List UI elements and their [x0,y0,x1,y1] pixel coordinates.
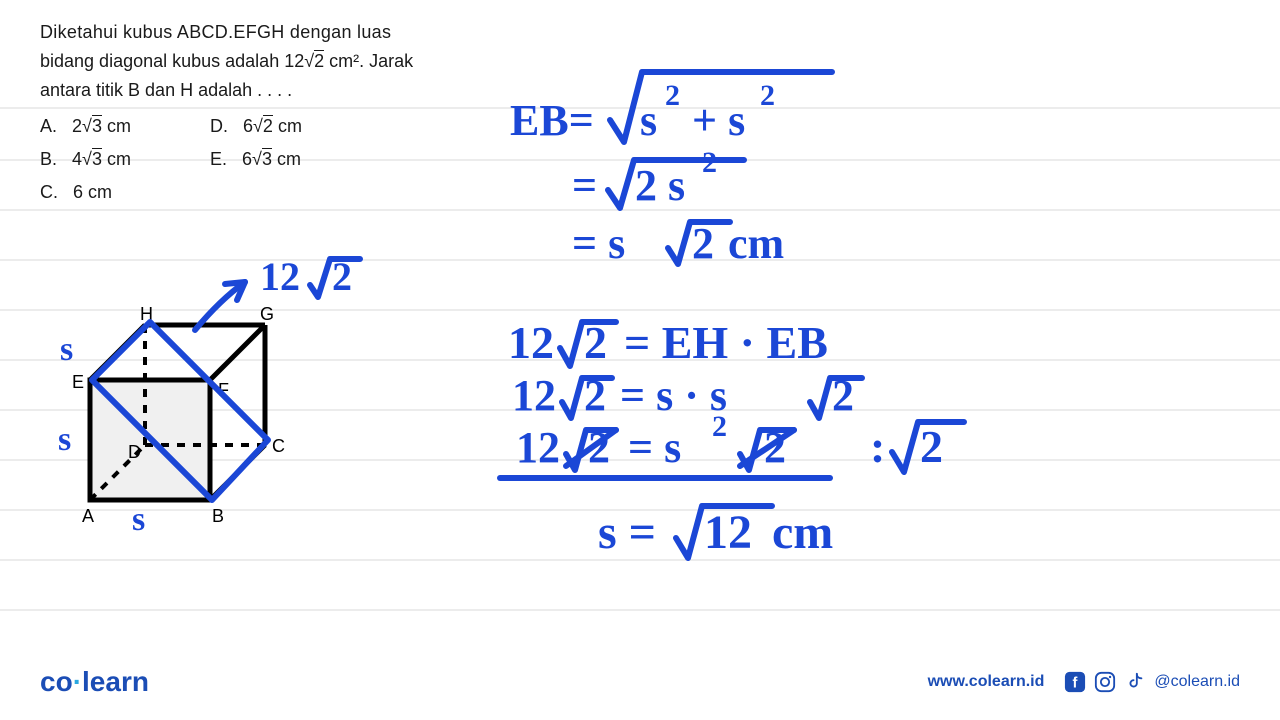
vertex-g: G [260,304,274,324]
vertex-a: A [82,506,94,526]
cube-diagram: A B C D E F G H [60,300,320,560]
instagram-icon [1094,671,1116,693]
footer-url: www.colearn.id [928,673,1045,691]
problem-text: Diketahui kubus ABCD.EFGH dengan luas bi… [40,18,460,207]
vertex-d: D [128,442,141,462]
option-d: D. 6√2 cm [210,112,380,141]
option-a: A. 2√3 cm [40,112,210,141]
problem-line3: antara titik B dan H adalah . . . . [40,76,460,105]
vertex-h: H [140,304,153,324]
option-e: E. 6√3 cm [210,145,380,174]
problem-line1: Diketahui kubus ABCD.EFGH dengan luas [40,18,460,47]
svg-text:f: f [1073,676,1078,692]
vertex-e: E [72,372,84,392]
vertex-c: C [272,436,285,456]
vertex-b: B [212,506,224,526]
tiktok-icon [1124,671,1146,693]
footer-handle: @colearn.id [1154,673,1240,691]
colearn-logo: co·learn [40,666,149,698]
vertex-f: F [218,380,229,400]
answer-options: A. 2√3 cm D. 6√2 cm B. 4√3 cm E. 6√3 cm … [40,112,460,206]
facebook-icon: f [1064,671,1086,693]
social-icons: f @colearn.id [1064,671,1240,693]
option-b: B. 4√3 cm [40,145,210,174]
footer: co·learn www.colearn.id f @colearn.id [0,662,1280,702]
problem-line2: bidang diagonal kubus adalah 12√2 cm². J… [40,47,460,76]
option-c: C. 6 cm [40,178,210,207]
